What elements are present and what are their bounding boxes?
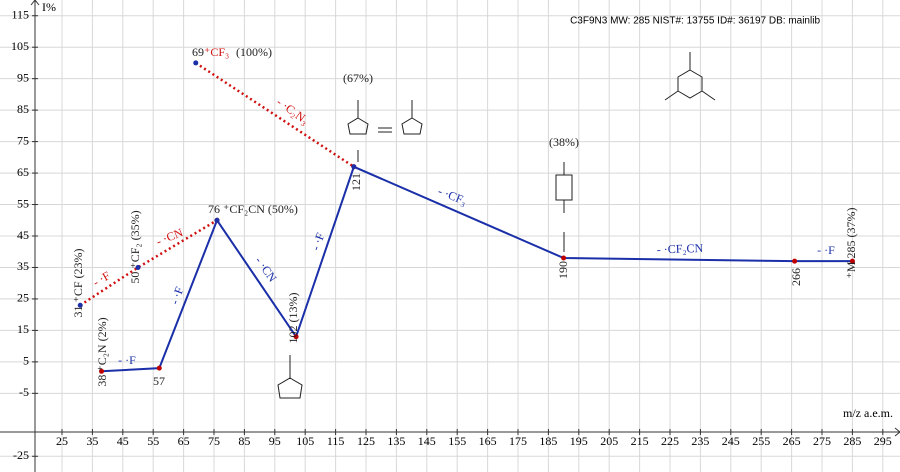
x-axis-label: m/z a.e.m. <box>843 406 893 420</box>
y-tick-label: 45 <box>17 228 29 242</box>
x-tick-label: 225 <box>661 434 679 448</box>
structures <box>277 52 716 399</box>
x-tick-label: 35 <box>86 434 98 448</box>
x-tick-label: 125 <box>357 434 375 448</box>
series-line <box>79 219 218 307</box>
x-tick-label: 135 <box>387 434 405 448</box>
y-tick-label: -25 <box>13 448 29 462</box>
annotation: ⁺CF₃ <box>204 45 229 59</box>
x-tick-label: 195 <box>570 434 588 448</box>
x-tick-label: 95 <box>269 434 281 448</box>
x-tick-label: 235 <box>691 434 709 448</box>
y-tick-label: 55 <box>17 196 29 210</box>
annotation: (100%) <box>236 45 272 59</box>
y-tick-label: -5 <box>19 385 29 399</box>
annotation: ⁺M 285 (37%) <box>844 208 858 279</box>
annotation: (38%) <box>549 135 579 149</box>
x-tick-label: 285 <box>843 434 861 448</box>
x-tick-label: 175 <box>509 434 527 448</box>
annotation: 76 ⁺CF₂CN (50%) <box>208 202 298 216</box>
annotation: - ·F <box>118 353 136 367</box>
axis-arrow <box>30 0 40 6</box>
x-tick-label: 245 <box>722 434 740 448</box>
x-tick-label: 65 <box>178 434 190 448</box>
x-tick-label: 115 <box>327 434 345 448</box>
point <box>99 368 105 374</box>
annotation: 38 ⁺C₂N (2%) <box>95 317 109 386</box>
y-axis-label: I% <box>42 0 56 14</box>
y-tick-label: 65 <box>17 165 29 179</box>
x-tick-label: 275 <box>813 434 831 448</box>
series-line <box>101 165 853 373</box>
y-tick-label: 95 <box>17 70 29 84</box>
annotation: 121 <box>349 173 363 191</box>
series-line <box>195 61 355 168</box>
header: C3F9N3 MW: 285 NIST#: 13755 ID#: 36197 D… <box>570 16 820 27</box>
annotation: 190 <box>556 261 570 279</box>
point <box>293 334 299 340</box>
point <box>792 258 798 264</box>
x-tick-label: 185 <box>539 434 557 448</box>
x-tick-label: 45 <box>117 434 129 448</box>
point <box>561 255 567 261</box>
y-tick-label: 25 <box>17 291 29 305</box>
x-tick-label: 205 <box>600 434 618 448</box>
y-tick-label: 115 <box>11 7 29 21</box>
x-tick-label: 105 <box>296 434 314 448</box>
y-tick-label: 15 <box>17 322 29 336</box>
point <box>351 164 357 170</box>
annotation: 57 <box>153 374 165 388</box>
annotation: 102 (13%) <box>286 293 300 344</box>
y-tick-label: 35 <box>17 259 29 273</box>
point <box>77 302 83 308</box>
point <box>135 264 141 270</box>
annotation: - ·F <box>817 243 835 257</box>
x-tick-label: 85 <box>238 434 250 448</box>
annotation: 69 <box>192 45 204 59</box>
x-tick-label: 265 <box>783 434 801 448</box>
annotation: (67%) <box>343 71 373 85</box>
x-tick-label: 145 <box>418 434 436 448</box>
annotation: 50 ⁺CF₂ (35%) <box>128 210 142 283</box>
x-tick-label: 155 <box>448 434 466 448</box>
x-tick-label: 25 <box>56 434 68 448</box>
annotation: 31 ⁺CF (23%) <box>71 248 85 317</box>
annotation: - ·CF₂CN <box>656 241 703 257</box>
y-tick-label: 5 <box>23 354 29 368</box>
x-tick-label: 165 <box>479 434 497 448</box>
annotation: - ·F <box>167 285 186 307</box>
annotation: 266 <box>789 268 803 286</box>
x-tick-label: 295 <box>874 434 892 448</box>
point <box>193 60 199 66</box>
annotation: - ·F <box>308 231 327 253</box>
y-tick-label: 105 <box>11 39 29 53</box>
x-tick-label: 255 <box>752 434 770 448</box>
y-tick-label: 85 <box>17 102 29 116</box>
x-tick-label: 75 <box>208 434 220 448</box>
y-tick-label: 75 <box>17 133 29 147</box>
x-tick-label: 215 <box>631 434 649 448</box>
point <box>156 365 162 371</box>
x-tick-label: 55 <box>147 434 159 448</box>
axis-arrow <box>894 427 900 437</box>
point <box>849 258 855 264</box>
point <box>214 217 220 223</box>
